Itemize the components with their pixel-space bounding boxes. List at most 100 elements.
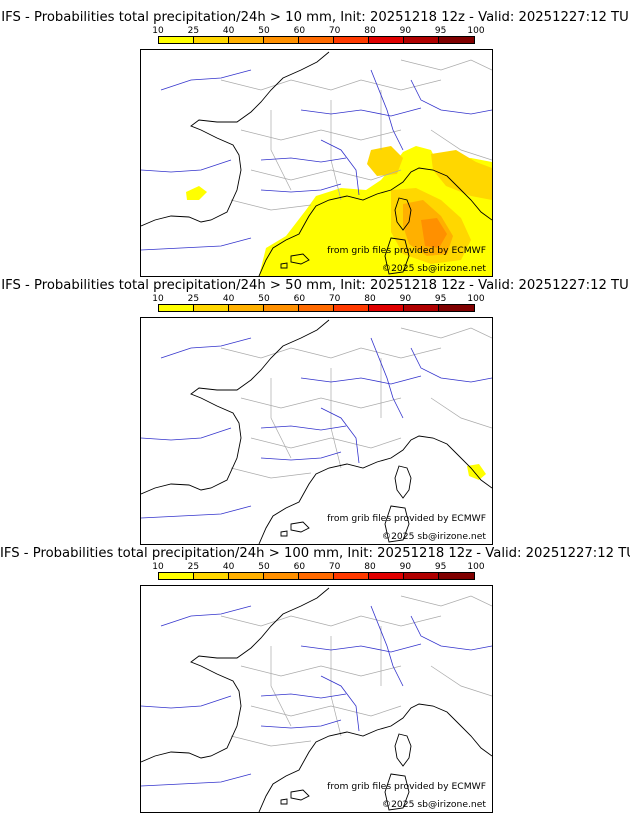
colorbar-tick-label: 100 (467, 26, 485, 36)
colorbar-tick-label: 50 (258, 26, 270, 36)
colorbar-tick-label: 60 (293, 562, 306, 572)
river (320, 139, 360, 196)
colorbar-tick-label: 50 (258, 562, 270, 572)
coastline (141, 51, 330, 227)
colorbar-tick-label: 70 (328, 294, 341, 304)
river (260, 425, 347, 431)
colorbar-swatch (403, 305, 439, 311)
colorbar-ticks: 10 25 40 50 60 70 80 90 95 100 (152, 26, 484, 36)
probability-shading-layer (186, 146, 492, 276)
admin-boundary (270, 358, 382, 469)
admin-boundary (240, 397, 402, 409)
colorbar-swatch (403, 37, 439, 43)
river (260, 719, 342, 729)
coastline (258, 435, 492, 544)
colorbar-tick-label: 25 (187, 26, 200, 36)
colorbar-tick-label: 95 (434, 294, 447, 304)
island-corsica (394, 465, 412, 499)
river (410, 79, 492, 115)
colorbar-swatch (333, 305, 369, 311)
colorbar-tick-label: 40 (222, 562, 235, 572)
colorbar-ticks: 10 25 40 50 60 70 80 90 95 100 (152, 294, 484, 304)
colorbar-tick-label: 95 (434, 562, 447, 572)
colorbar-swatch (193, 573, 229, 579)
basemap-layer (141, 51, 492, 276)
admin-boundary (240, 129, 402, 141)
panel-title: IFS - Probabilities total precipitation/… (0, 546, 630, 561)
admin-boundary (230, 199, 312, 211)
basemap-layer (141, 319, 492, 544)
colorbar-tick-label: 90 (399, 26, 412, 36)
colorbar-tick-label: 10 (152, 294, 164, 304)
colorbar-tick-label: 90 (399, 562, 412, 572)
colorbar (158, 304, 475, 312)
admin-boundary (220, 347, 442, 359)
island-baleares (280, 789, 310, 805)
island-sardinia (384, 505, 410, 543)
map-frame: from grib files provided by ECMWF ©2025 … (140, 317, 493, 545)
colorbar-tick-label: 10 (152, 26, 164, 36)
river (410, 615, 492, 651)
admin-boundary (220, 615, 442, 627)
colorbar-tick-label: 40 (222, 26, 235, 36)
river (160, 337, 252, 359)
river (141, 427, 232, 441)
admin-boundary (400, 59, 492, 71)
admin-boundary (400, 327, 492, 339)
colorbar-swatch (438, 573, 474, 579)
colorbar-swatch (298, 305, 334, 311)
river (320, 407, 360, 464)
admin-boundary (250, 169, 402, 181)
probability-area (431, 150, 492, 200)
island-corsica (394, 733, 412, 767)
colorbar-ticks: 10 25 40 50 60 70 80 90 95 100 (152, 562, 484, 572)
panel-50mm: IFS - Probabilities total precipitation/… (0, 268, 630, 545)
map-frame: from grib files provided by ECMWF ©2025 … (140, 49, 493, 277)
river (300, 375, 422, 385)
colorbar-tick-label: 95 (434, 26, 447, 36)
colorbar-swatch (228, 37, 264, 43)
river (410, 347, 492, 383)
river (370, 337, 404, 419)
colorbar-tick-label: 25 (187, 562, 200, 572)
river (141, 505, 252, 519)
colorbar-tick-label: 80 (364, 294, 376, 304)
river (370, 69, 404, 151)
admin-boundary (430, 397, 492, 429)
copyright-credit: ©2025 sb@irizone.net (381, 263, 486, 274)
colorbar-tick-label: 10 (152, 562, 164, 572)
admin-boundary (270, 626, 382, 737)
colorbar-tick-label: 90 (399, 294, 412, 304)
colorbar-swatch (438, 305, 474, 311)
colorbar-swatch (263, 37, 299, 43)
colorbar-tick-label: 40 (222, 294, 235, 304)
source-credit: from grib files provided by ECMWF (327, 781, 486, 792)
panel-100mm: IFS - Probabilities total precipitation/… (0, 536, 630, 813)
river (141, 159, 232, 173)
colorbar-swatch (298, 37, 334, 43)
copyright-credit: ©2025 sb@irizone.net (381, 531, 486, 542)
probability-area (421, 218, 447, 248)
admin-boundary (400, 595, 492, 607)
colorbar-swatch (368, 37, 404, 43)
map-frame: from grib files provided by ECMWF ©2025 … (140, 585, 493, 813)
river (370, 605, 404, 687)
source-credit: from grib files provided by ECMWF (327, 245, 486, 256)
river (160, 69, 252, 91)
colorbar-tick-label: 80 (364, 26, 376, 36)
colorbar-swatch (193, 37, 229, 43)
source-credit: from grib files provided by ECMWF (327, 513, 486, 524)
island-baleares (280, 521, 310, 537)
colorbar-swatch (159, 37, 194, 43)
river (260, 183, 342, 193)
coastline (258, 703, 492, 812)
probability-shading-layer (467, 464, 486, 480)
colorbar-swatch (333, 37, 369, 43)
river (141, 695, 232, 709)
colorbar-tick-label: 80 (364, 562, 376, 572)
colorbar-swatch (438, 37, 474, 43)
admin-boundary (270, 90, 382, 201)
colorbar-swatch (403, 573, 439, 579)
colorbar-swatch (368, 573, 404, 579)
colorbar-swatch (159, 305, 194, 311)
